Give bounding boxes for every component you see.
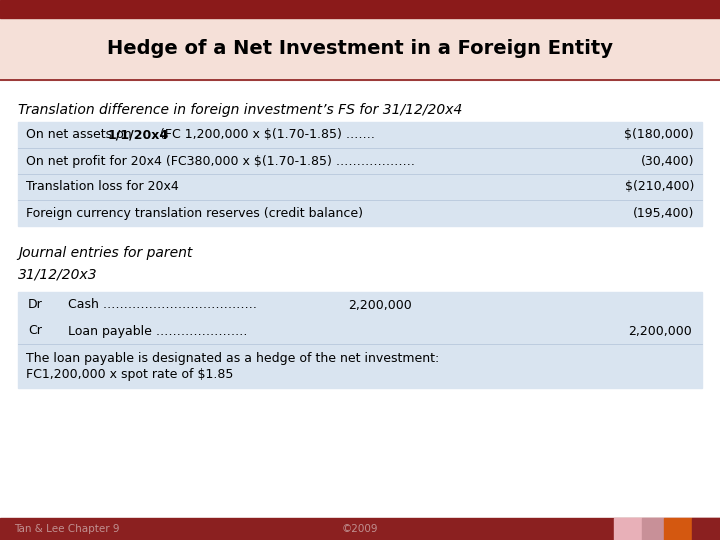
Text: Translation loss for 20x4: Translation loss for 20x4 <box>26 180 179 193</box>
Bar <box>18 292 702 388</box>
Bar <box>0 518 720 540</box>
Text: Cr: Cr <box>28 325 42 338</box>
Text: $(180,000): $(180,000) <box>624 129 694 141</box>
Text: Translation difference in foreign investment’s FS for 31/12/20x4: Translation difference in foreign invest… <box>18 103 462 117</box>
Text: On net assets on: On net assets on <box>26 129 135 141</box>
Bar <box>0 0 720 18</box>
Text: Hedge of a Net Investment in a Foreign Entity: Hedge of a Net Investment in a Foreign E… <box>107 39 613 58</box>
Text: ©2009: ©2009 <box>342 524 378 534</box>
Text: Foreign currency translation reserves (credit balance): Foreign currency translation reserves (c… <box>26 206 363 219</box>
Text: $(210,400): $(210,400) <box>625 180 694 193</box>
Text: (30,400): (30,400) <box>641 154 694 167</box>
Text: The loan payable is designated as a hedge of the net investment:: The loan payable is designated as a hedg… <box>26 352 439 365</box>
Bar <box>0 18 720 80</box>
Bar <box>664 518 692 540</box>
Text: On net profit for 20x4 (FC380,000 x $(1.70-1.85) ……………….: On net profit for 20x4 (FC380,000 x $(1.… <box>26 154 415 167</box>
Text: (FC 1,200,000 x $(1.70-1.85) …….: (FC 1,200,000 x $(1.70-1.85) ……. <box>156 129 375 141</box>
Bar <box>642 518 664 540</box>
Text: Cash ……………………………….: Cash ………………………………. <box>68 299 257 312</box>
Bar <box>692 518 720 540</box>
Text: Tan & Lee Chapter 9: Tan & Lee Chapter 9 <box>14 524 120 534</box>
Text: 2,200,000: 2,200,000 <box>629 325 692 338</box>
Bar <box>614 518 642 540</box>
Text: 31/12/20x3: 31/12/20x3 <box>18 268 98 282</box>
Bar <box>18 122 702 226</box>
Text: Journal entries for parent: Journal entries for parent <box>18 246 192 260</box>
Text: 1/1/20x4: 1/1/20x4 <box>108 129 169 141</box>
Text: Dr: Dr <box>28 299 42 312</box>
Text: 2,200,000: 2,200,000 <box>348 299 412 312</box>
Text: (195,400): (195,400) <box>633 206 694 219</box>
Text: Loan payable ………………….: Loan payable …………………. <box>68 325 248 338</box>
Text: FC1,200,000 x spot rate of $1.85: FC1,200,000 x spot rate of $1.85 <box>26 368 233 381</box>
